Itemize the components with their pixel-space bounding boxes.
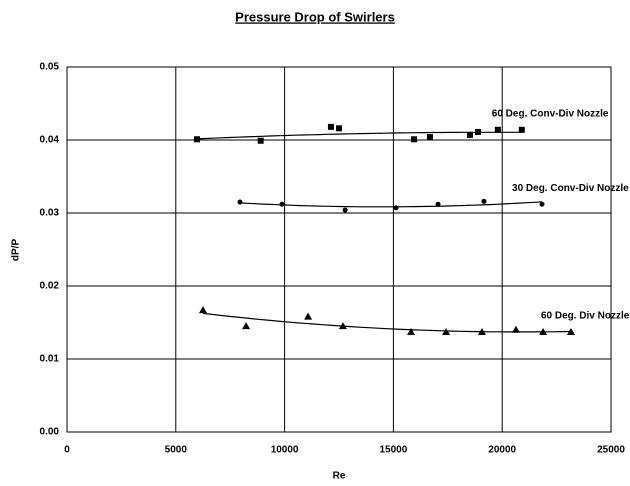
data-point bbox=[393, 205, 399, 211]
data-point bbox=[442, 327, 451, 335]
x-tick-label: 10000 bbox=[271, 445, 299, 456]
x-tick-label: 25000 bbox=[597, 445, 625, 456]
data-point bbox=[342, 207, 348, 213]
data-point bbox=[539, 201, 545, 207]
y-tick-label: 0.00 bbox=[40, 427, 60, 438]
y-tick-label: 0.01 bbox=[40, 354, 60, 365]
chart-title: Pressure Drop of Swirlers bbox=[235, 9, 395, 24]
data-point bbox=[511, 325, 520, 333]
trend-line bbox=[202, 312, 572, 333]
data-point bbox=[237, 199, 243, 205]
data-point bbox=[257, 137, 264, 144]
trend-line bbox=[239, 201, 543, 208]
data-point bbox=[336, 125, 342, 132]
data-point bbox=[477, 327, 486, 335]
x-tick-label: 0 bbox=[64, 445, 70, 456]
y-tick-label: 0.05 bbox=[40, 62, 60, 73]
y-tick-label: 0.04 bbox=[40, 135, 60, 146]
y-tick-label: 0.02 bbox=[40, 281, 60, 292]
series-label: 60 Deg. Div Nozzle bbox=[541, 311, 630, 322]
trend-line bbox=[196, 131, 522, 140]
data-point bbox=[193, 136, 200, 143]
y-tick-label: 0.03 bbox=[40, 208, 60, 219]
data-point bbox=[279, 201, 285, 207]
data-point bbox=[481, 198, 487, 204]
data-point bbox=[475, 128, 482, 135]
data-point bbox=[242, 322, 251, 330]
data-point bbox=[566, 327, 575, 335]
data-point bbox=[327, 123, 334, 130]
data-point bbox=[304, 312, 313, 320]
data-point bbox=[407, 327, 416, 335]
data-point bbox=[338, 322, 347, 330]
data-point bbox=[411, 136, 418, 143]
series-label: 60 Deg. Conv-Div Nozzle bbox=[492, 108, 609, 119]
x-axis-label: Re bbox=[333, 471, 346, 482]
data-point bbox=[426, 134, 433, 141]
data-point bbox=[539, 327, 548, 335]
data-point bbox=[466, 131, 473, 138]
x-tick-label: 20000 bbox=[488, 445, 516, 456]
data-point bbox=[518, 126, 525, 133]
data-point bbox=[494, 126, 501, 133]
x-tick-label: 5000 bbox=[165, 445, 188, 456]
x-tick-label: 15000 bbox=[379, 445, 407, 456]
data-point bbox=[199, 306, 207, 314]
data-point bbox=[435, 201, 441, 207]
plot-area bbox=[66, 66, 612, 433]
series-label: 30 Deg. Conv-Div Nozzle bbox=[512, 183, 629, 194]
y-axis-label: dP/P bbox=[11, 239, 22, 262]
